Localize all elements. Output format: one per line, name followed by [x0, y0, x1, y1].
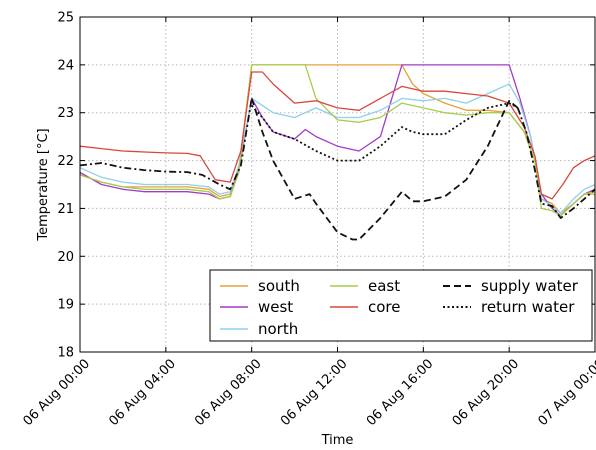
x-tick-label: 06 Aug 16:00 [364, 356, 437, 429]
x-tick-label: 06 Aug 04:00 [106, 356, 179, 429]
x-tick-label: 06 Aug 00:00 [20, 356, 93, 429]
x-tick-label: 06 Aug 08:00 [192, 356, 265, 429]
x-tick-label: 07 Aug 00:00 [535, 356, 596, 429]
x-axis-ticks: 06 Aug 00:00 06 Aug 04:00 06 Aug 08:00 06 A… [20, 17, 596, 429]
y-tick-label: 19 [57, 298, 74, 313]
legend-label: west [258, 298, 293, 316]
y-tick-label: 25 [57, 11, 74, 26]
legend: south west north east core supply water return… [209, 269, 593, 342]
series-line-core [79, 71, 596, 200]
x-axis-label: Time [321, 433, 354, 448]
legend-label: north [258, 320, 298, 338]
legend-box [209, 269, 593, 342]
y-tick-label: 24 [57, 58, 74, 73]
legend-label: south [258, 277, 300, 295]
y-tick-label: 18 [57, 346, 74, 361]
series-line-return-water [251, 102, 519, 162]
y-axis-label: Temperature [°C] [36, 128, 51, 241]
series-line-west [79, 64, 596, 217]
y-tick-label: 20 [57, 250, 74, 265]
legend-label: east [368, 277, 400, 295]
y-axis-ticks: 18 19 20 21 22 23 24 25 [57, 11, 595, 361]
series-line-south [79, 64, 595, 214]
series-line-supply-return-evening-dash-dot- [516, 107, 596, 219]
series-line-east [79, 64, 596, 217]
series-line-supply-water [250, 98, 519, 241]
x-tick-label: 06 Aug 12:00 [278, 356, 351, 429]
x-tick-label: 06 Aug 20:00 [450, 356, 523, 429]
legend-label: return water [481, 298, 575, 316]
y-tick-label: 22 [57, 154, 74, 169]
series-line-supply-return-dash-dot- [79, 98, 253, 191]
y-tick-label: 21 [57, 202, 74, 217]
series-lines [79, 64, 596, 241]
legend-label: supply water [481, 277, 579, 295]
legend-label: core [368, 298, 401, 316]
y-tick-label: 23 [57, 106, 74, 121]
